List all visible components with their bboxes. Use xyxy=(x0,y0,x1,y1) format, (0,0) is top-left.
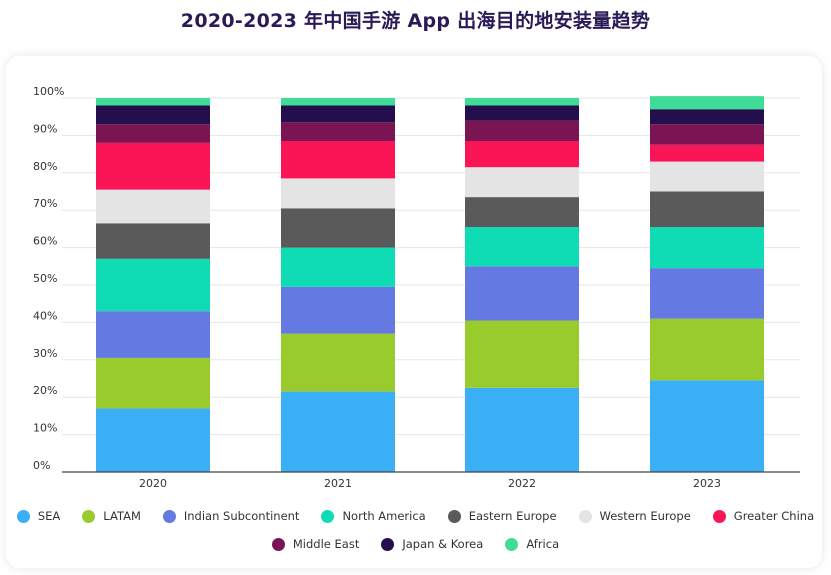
bar-segment xyxy=(281,105,395,123)
legend-swatch xyxy=(321,509,335,523)
legend-swatch xyxy=(82,509,96,523)
bar-segment xyxy=(96,189,210,224)
stacked-bar-chart: 0% 10% 20% 30% 40% 50% 60% 70% 80% 90% 100% 2020 202… xyxy=(33,85,800,490)
bar-segment xyxy=(281,98,395,106)
y-tick-label: 90% xyxy=(33,122,57,135)
legend-item: North America xyxy=(321,509,426,523)
legend-item: Indian Subcontinent xyxy=(162,509,300,523)
bar-segment xyxy=(281,122,395,142)
bar-segment xyxy=(281,208,395,248)
bar-segment xyxy=(465,167,579,198)
legend-item: Africa xyxy=(505,537,559,551)
bar-segment xyxy=(465,266,579,321)
y-tick-label: 20% xyxy=(33,384,57,397)
y-tick-label: 40% xyxy=(33,309,57,322)
legend-item: Japan & Korea xyxy=(381,537,483,551)
bar-segment xyxy=(465,120,579,142)
y-tick-label: 70% xyxy=(33,197,57,210)
bar-segment xyxy=(96,98,210,106)
legend-label: Africa xyxy=(526,537,560,551)
bar-segment xyxy=(465,387,579,472)
bar-segment xyxy=(96,408,210,472)
legend-item: SEA xyxy=(16,509,61,523)
bar-segment xyxy=(281,247,395,287)
bar-segment xyxy=(281,178,395,209)
legend-swatch xyxy=(16,509,30,523)
legend-item: LATAM xyxy=(82,509,141,523)
legend-row-2: Middle East Japan & Korea Africa xyxy=(0,537,831,551)
bar-segment xyxy=(465,105,579,121)
legend-swatch xyxy=(447,509,461,523)
x-tick-label: 2023 xyxy=(693,477,721,490)
legend-label: Indian Subcontinent xyxy=(183,509,300,523)
legend-item: Middle East xyxy=(271,537,360,551)
legend-swatch xyxy=(578,509,592,523)
bar-segment xyxy=(650,161,764,192)
chart-title: 2020-2023 年中国手游 App 出海目的地安装量趋势 xyxy=(180,10,651,32)
bar-segment xyxy=(465,98,579,106)
bar-segment xyxy=(465,197,579,228)
legend-label: LATAM xyxy=(103,509,141,523)
legend-label: Japan & Korea xyxy=(402,537,484,551)
bar-segment xyxy=(281,286,395,334)
y-tick-label: 30% xyxy=(33,347,57,360)
bar-segment xyxy=(96,357,210,409)
bar-segment xyxy=(650,380,764,472)
bar-segment xyxy=(650,191,764,228)
legend-swatch xyxy=(505,537,519,551)
legend-swatch xyxy=(381,537,395,551)
bar-segment xyxy=(96,223,210,259)
bar-segment xyxy=(465,141,579,168)
legend-item: Greater China xyxy=(712,509,815,523)
legend-label: Middle East xyxy=(292,537,360,551)
y-tick-label: 50% xyxy=(33,272,57,285)
bar-segment xyxy=(281,333,395,392)
bar-segment xyxy=(465,227,579,267)
legend-label: Western Europe xyxy=(599,509,691,523)
bar-segment xyxy=(96,124,210,143)
bar-segment xyxy=(96,105,210,125)
legend-label: Greater China xyxy=(733,509,815,523)
bar-segment xyxy=(281,141,395,179)
legend-item: Western Europe xyxy=(578,509,691,523)
bar-segment xyxy=(96,258,210,312)
bar-segment xyxy=(650,96,764,110)
legend-label: Eastern Europe xyxy=(468,509,557,523)
legend-row-1: SEA LATAM Indian Subcontinent North America… xyxy=(0,509,831,523)
bar-segment xyxy=(650,227,764,269)
legend-item: Eastern Europe xyxy=(447,509,557,523)
bar-segment xyxy=(281,391,395,472)
legend-swatch xyxy=(162,509,176,523)
legend-label: North America xyxy=(342,509,426,523)
bar-segment xyxy=(465,320,579,388)
x-tick-label: 2022 xyxy=(508,477,536,490)
legend-label: SEA xyxy=(37,509,61,523)
legend-swatch xyxy=(271,537,285,551)
bar-segment xyxy=(96,142,210,190)
y-tick-label: 10% xyxy=(33,422,57,435)
bar-segment xyxy=(650,124,764,145)
bar-segment xyxy=(650,109,764,125)
y-tick-label: 80% xyxy=(33,160,57,173)
y-tick-label: 100% xyxy=(33,85,64,98)
bar-segment xyxy=(96,311,210,358)
legend-swatch xyxy=(712,509,726,523)
bar-segment xyxy=(650,144,764,162)
bar-segment xyxy=(650,268,764,319)
y-tick-label: 0% xyxy=(33,459,50,472)
x-tick-label: 2021 xyxy=(324,477,352,490)
bar-segment xyxy=(650,318,764,381)
x-tick-label: 2020 xyxy=(139,477,167,490)
y-tick-label: 60% xyxy=(33,235,57,248)
